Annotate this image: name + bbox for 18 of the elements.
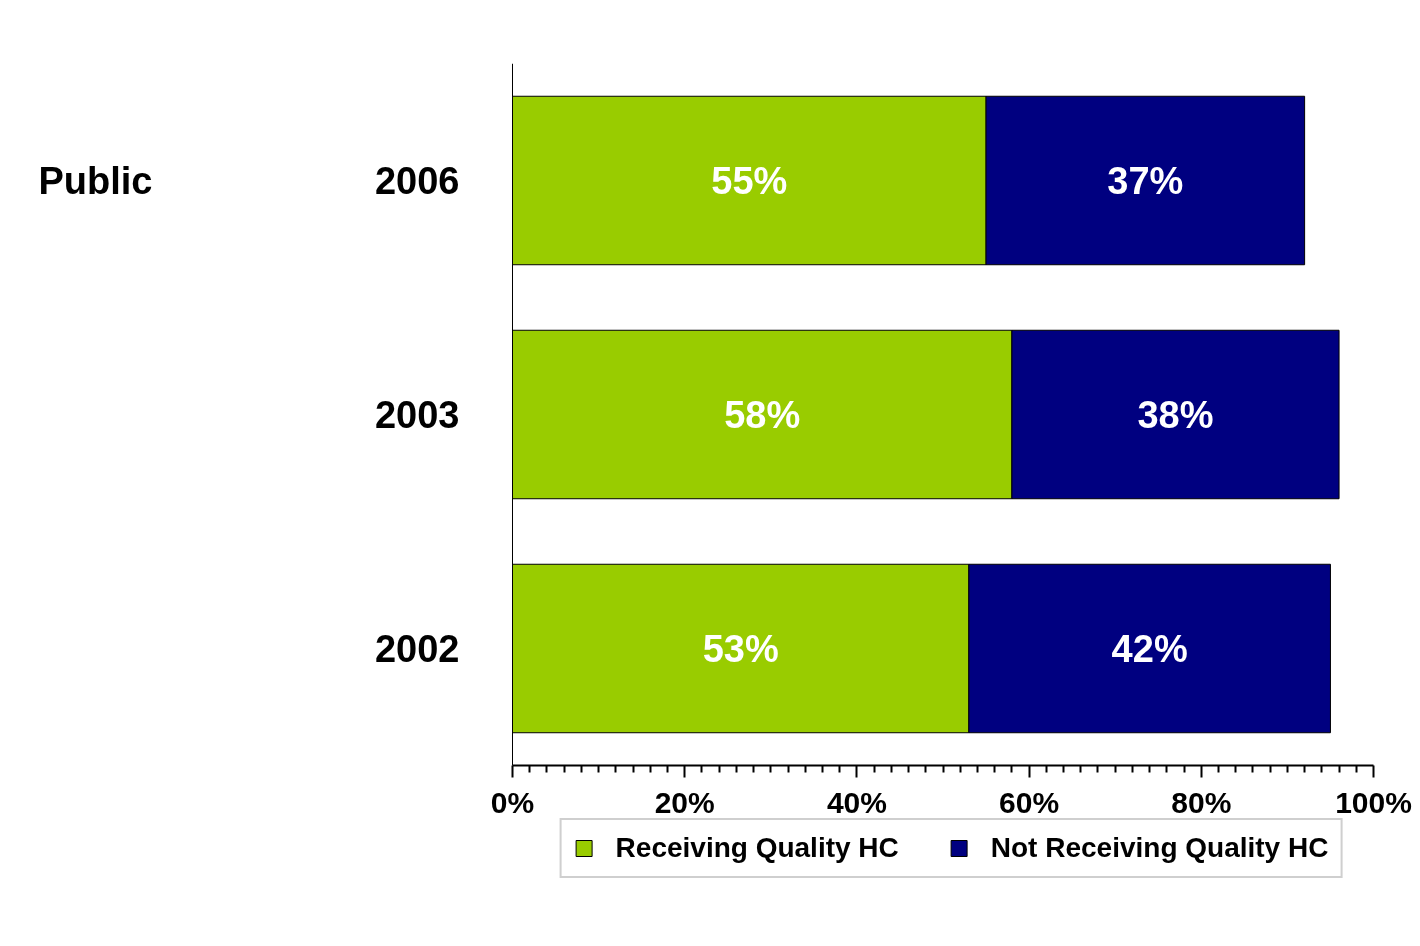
data-label: 42% bbox=[1111, 627, 1188, 670]
x-tick-label: 20% bbox=[654, 785, 715, 819]
data-label: 53% bbox=[702, 627, 779, 670]
data-label: 55% bbox=[711, 159, 788, 202]
text: Public bbox=[38, 159, 153, 202]
x-tick-label: 80% bbox=[1171, 785, 1232, 819]
legend-label: Not Receiving Quality HC bbox=[990, 832, 1329, 864]
y-tick-label: 2003 bbox=[374, 394, 460, 436]
x-tick-label: 100% bbox=[1335, 785, 1412, 819]
x-tick-label: 40% bbox=[826, 785, 887, 819]
legend-label: Receiving Quality HC bbox=[615, 832, 899, 864]
data-label: 38% bbox=[1137, 393, 1214, 436]
x-tick-label: 60% bbox=[999, 785, 1060, 819]
y-tick-label: 2002 bbox=[374, 628, 460, 670]
data-label: 58% bbox=[724, 393, 801, 436]
data-label: 37% bbox=[1107, 159, 1184, 202]
y-tick-label: 2006 bbox=[374, 160, 460, 202]
x-tick-label: 0% bbox=[490, 785, 535, 819]
